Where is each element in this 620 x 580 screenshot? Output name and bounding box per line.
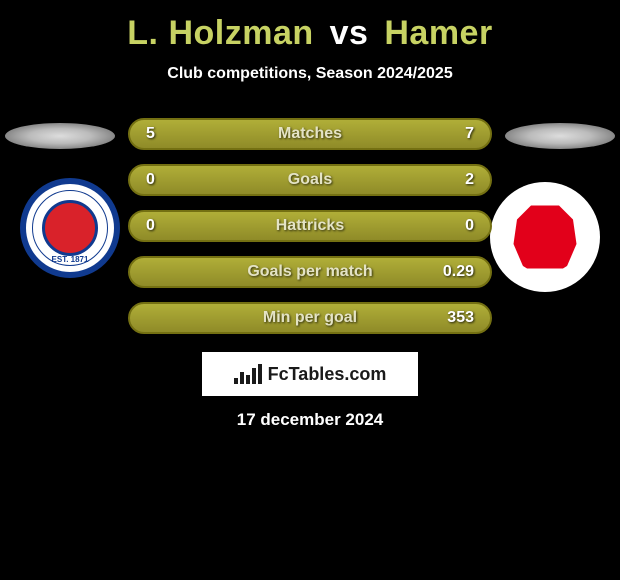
club-badge-left: EST. 1871 xyxy=(20,178,120,278)
stat-left-value: 0 xyxy=(146,217,186,235)
player2-name: Hamer xyxy=(384,14,492,52)
branding-bar xyxy=(258,364,262,384)
stat-right-value: 0.29 xyxy=(434,263,474,281)
player1-name: L. Holzman xyxy=(127,14,313,52)
stat-rows-container: 5Matches7 0Goals2 0Hattricks0 Goals per mat… xyxy=(128,118,492,348)
branding-bars-icon xyxy=(234,364,262,384)
branding-text: FcTables.com xyxy=(268,364,387,385)
stat-right-value: 0 xyxy=(434,217,474,235)
comparison-title: L. Holzman vs Hamer xyxy=(0,0,620,53)
branding-bar xyxy=(246,375,250,384)
branding-bar xyxy=(252,368,256,384)
club-badge-right xyxy=(490,182,600,292)
date-label: 17 december 2024 xyxy=(0,410,620,430)
branding-bar xyxy=(234,378,238,384)
stat-right-value: 2 xyxy=(434,171,474,189)
stat-row: 0Hattricks0 xyxy=(128,210,492,242)
stat-left-value: 0 xyxy=(146,171,186,189)
shadow-ellipse-right xyxy=(505,123,615,149)
stat-row: 0Goals2 xyxy=(128,164,492,196)
branding-badge: FcTables.com xyxy=(202,352,418,396)
stat-right-value: 353 xyxy=(434,309,474,327)
subtitle: Club competitions, Season 2024/2025 xyxy=(0,65,620,83)
vs-label: vs xyxy=(330,14,369,52)
branding-bar xyxy=(240,372,244,384)
stat-row: 5Matches7 xyxy=(128,118,492,150)
stat-left-value: 5 xyxy=(146,125,186,143)
stat-row: Goals per match0.29 xyxy=(128,256,492,288)
stat-row: Min per goal353 xyxy=(128,302,492,334)
stat-right-value: 7 xyxy=(434,125,474,143)
shadow-ellipse-left xyxy=(5,123,115,149)
